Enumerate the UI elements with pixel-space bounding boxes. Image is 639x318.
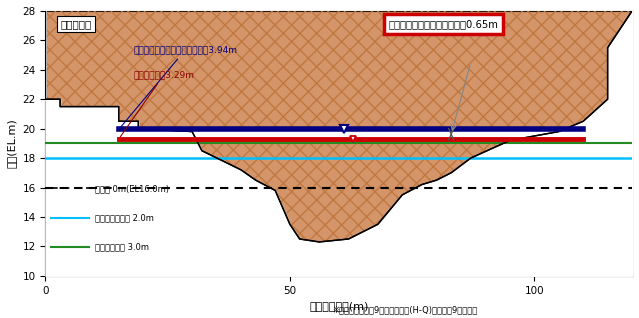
Text: 槫尾山地点: 槫尾山地点: [60, 19, 91, 29]
Text: ダム調節の水位低減効果　約0.65m: ダム調節の水位低減効果 約0.65m: [389, 19, 498, 29]
Text: 水防団待機水位 2.0m: 水防団待機水位 2.0m: [95, 213, 154, 222]
Text: 実績水位　約3.29m: 実績水位 約3.29m: [120, 70, 194, 137]
Text: 氾濫注意水位 3.0m: 氾濫注意水位 3.0m: [95, 242, 150, 251]
Text: 零点高 0m(EL16.0m): 零点高 0m(EL16.0m): [95, 184, 169, 193]
Text: ※横断形状は平成9年、水位流量(H-Q)式は平成9年を使用: ※横断形状は平成9年、水位流量(H-Q)式は平成9年を使用: [332, 306, 477, 315]
X-axis label: 横断方向距離(m): 横断方向距離(m): [309, 301, 369, 311]
Text: ダムなしの場合の推定水位　約3.94m: ダムなしの場合の推定水位 約3.94m: [121, 45, 238, 127]
Y-axis label: 標高(EL.m): 標高(EL.m): [7, 119, 17, 168]
